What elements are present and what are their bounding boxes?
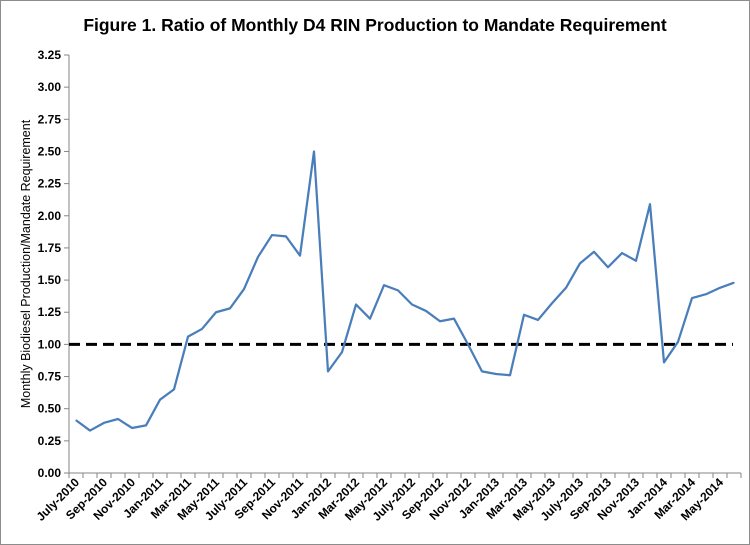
y-tick-label: 1.00 xyxy=(38,337,62,351)
x-axis: July-2010Sep-2010Nov-2010Jan-2011Mar-201… xyxy=(34,472,742,524)
data-point xyxy=(481,370,483,372)
data-point xyxy=(677,341,679,343)
data-point xyxy=(341,351,343,353)
data-point xyxy=(257,256,259,258)
data-point xyxy=(523,314,525,316)
data-point xyxy=(565,287,567,289)
data-point xyxy=(159,399,161,401)
data-point xyxy=(271,234,273,236)
data-point xyxy=(215,311,217,313)
data-point xyxy=(201,328,203,330)
data-point xyxy=(621,252,623,254)
data-point xyxy=(187,336,189,338)
data-point xyxy=(145,424,147,427)
y-tick-label: 1.25 xyxy=(38,305,62,319)
y-tick-label: 3.25 xyxy=(38,48,62,62)
data-point xyxy=(285,235,287,237)
data-point xyxy=(551,302,553,304)
data-point xyxy=(89,429,91,432)
data-point xyxy=(705,293,707,295)
data-point xyxy=(733,282,735,284)
data-point xyxy=(299,255,301,257)
y-tick-label: 0.00 xyxy=(38,466,62,480)
data-point xyxy=(117,418,119,420)
y-tick-label: 2.25 xyxy=(38,177,62,191)
series-layer xyxy=(69,150,735,432)
data-point xyxy=(425,310,427,312)
data-point xyxy=(75,419,77,421)
y-tick-label: 2.50 xyxy=(38,144,62,158)
data-point xyxy=(243,288,245,290)
y-tick-label: 2.75 xyxy=(38,112,62,126)
data-point xyxy=(103,422,105,424)
y-axis: 0.00 0.25 0.50 0.75 1.00 1.25 1.50 1.75 2.00 2.25… xyxy=(38,48,70,480)
data-point xyxy=(537,319,539,321)
y-tick-label: 3.00 xyxy=(38,80,62,94)
series-line xyxy=(75,150,735,432)
y-tick-label: 0.25 xyxy=(38,434,62,448)
y-tick-label: 0.75 xyxy=(38,370,62,384)
y-tick-label: 2.00 xyxy=(38,209,62,223)
data-point xyxy=(607,266,609,268)
data-point xyxy=(411,303,413,306)
data-point xyxy=(663,361,665,363)
data-point xyxy=(453,318,455,320)
data-point xyxy=(495,373,497,375)
data-point xyxy=(397,289,399,291)
chart-title: Figure 1. Ratio of Monthly D4 RIN Produc… xyxy=(83,15,667,35)
y-tick-label: 1.50 xyxy=(38,273,62,287)
data-point xyxy=(327,370,329,372)
data-point xyxy=(383,284,385,286)
data-point xyxy=(131,427,133,429)
data-point xyxy=(355,303,357,306)
data-point xyxy=(719,287,721,289)
data-point xyxy=(509,374,511,376)
data-point xyxy=(229,307,231,309)
y-tick-label: 1.75 xyxy=(38,241,62,255)
y-tick-label: 0.50 xyxy=(38,402,62,416)
data-point xyxy=(467,343,469,345)
data-point xyxy=(691,297,693,299)
data-point xyxy=(369,318,371,320)
data-point xyxy=(593,251,595,253)
y-axis-label: Monthly Biodiesel Production/Mandate Req… xyxy=(19,119,33,408)
data-point xyxy=(649,203,651,205)
data-point xyxy=(173,388,175,390)
data-point xyxy=(439,320,441,322)
data-point xyxy=(579,262,581,264)
data-point xyxy=(313,150,315,153)
data-point xyxy=(635,260,637,262)
